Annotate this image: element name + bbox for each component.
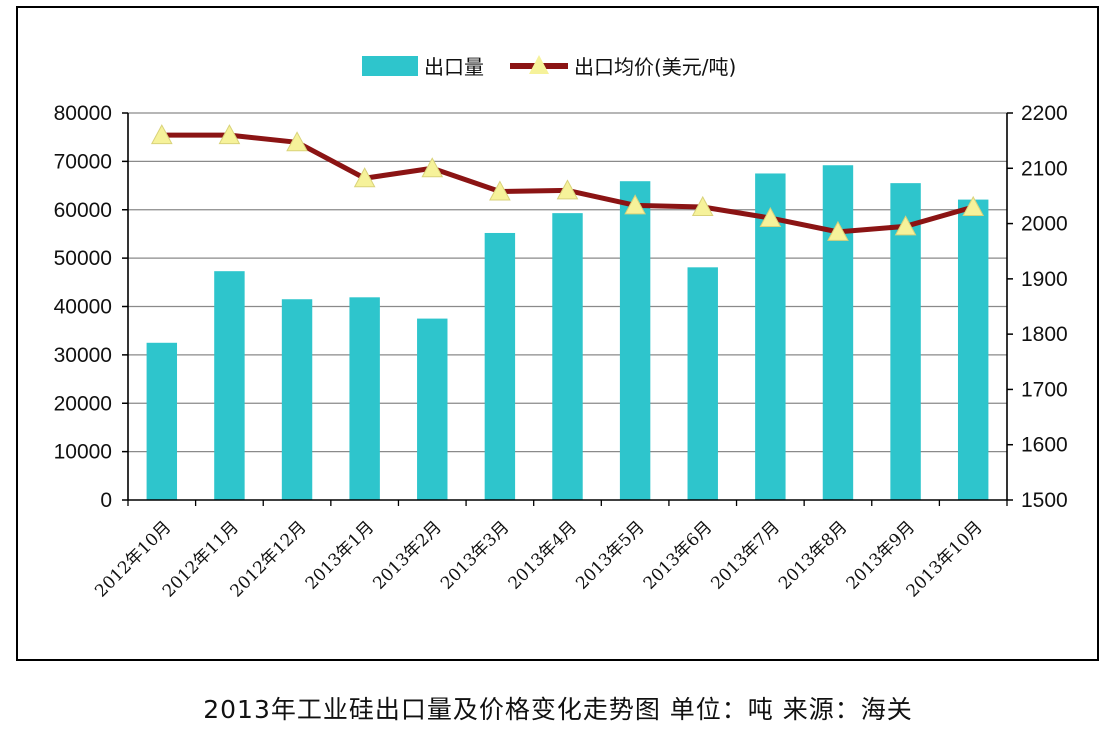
bar <box>552 213 583 501</box>
left-axis-ticks: 0 10000 20000 30000 40000 50000 60000 70000 8000… <box>54 102 112 512</box>
chart-caption: 2013年工业硅出口量及价格变化走势图 单位：吨 来源：海关 <box>203 695 913 724</box>
bar <box>349 297 380 500</box>
price-marker <box>624 194 646 215</box>
bar <box>822 165 854 500</box>
left-tick-label: 30000 <box>54 344 112 367</box>
left-tick-label: 80000 <box>54 102 112 125</box>
right-axis-ticks: 1500 1600 1700 1800 1900 2000 2100 2200 <box>1021 102 1068 512</box>
bar <box>687 267 718 500</box>
price-marker <box>218 124 241 145</box>
legend-marker-price <box>529 55 549 74</box>
right-tick-label: 1600 <box>1021 434 1068 457</box>
bar <box>146 342 178 500</box>
x-tick-label: 2013年2月 <box>369 517 445 593</box>
price-marker <box>759 206 782 228</box>
chart: 0 10000 20000 30000 40000 50000 60000 70000 8000… <box>54 55 1068 601</box>
line-series <box>150 124 985 241</box>
price-marker <box>691 195 714 216</box>
left-tick-label: 70000 <box>54 150 112 173</box>
bar <box>214 271 245 500</box>
legend-swatch-volume <box>362 56 418 76</box>
legend-label-price: 出口均价(美元/吨) <box>574 55 736 79</box>
x-tick-label: 2013年4月 <box>505 517 581 593</box>
legend: 出口量 出口均价(美元/吨) <box>362 55 736 79</box>
left-tick-label: 60000 <box>54 199 112 222</box>
price-marker <box>894 215 917 236</box>
left-tick-label: 40000 <box>54 296 112 319</box>
right-tick-label: 1700 <box>1021 378 1068 401</box>
price-marker <box>827 220 849 241</box>
price-marker <box>489 180 511 201</box>
bar <box>281 299 313 500</box>
right-tick-label: 1900 <box>1021 268 1068 291</box>
x-tick-label: 2013年1月 <box>302 517 378 593</box>
x-tick-label: 2013年3月 <box>437 517 513 593</box>
price-marker <box>421 157 444 178</box>
x-tick-label: 2013年6月 <box>640 517 716 593</box>
right-tick-label: 2200 <box>1021 102 1068 125</box>
right-tick-label: 1500 <box>1021 489 1068 512</box>
right-tick-label: 2100 <box>1021 157 1068 180</box>
price-marker <box>286 131 308 152</box>
price-marker <box>150 124 173 145</box>
x-tick-label: 2013年5月 <box>572 517 648 593</box>
price-marker <box>962 195 985 216</box>
bar <box>417 318 448 500</box>
bar <box>755 173 786 500</box>
price-marker <box>556 179 579 200</box>
bar <box>484 232 516 500</box>
x-tick-label: 2013年7月 <box>707 517 783 593</box>
bar <box>890 183 921 501</box>
x-tick-label: 2013年8月 <box>775 517 851 593</box>
right-tick-label: 1800 <box>1021 323 1068 346</box>
legend-label-volume: 出口量 <box>424 55 484 79</box>
left-tick-label: 10000 <box>54 441 112 464</box>
price-marker <box>353 167 376 188</box>
left-tick-label: 50000 <box>54 247 112 270</box>
bar <box>619 181 651 501</box>
bar <box>957 199 989 500</box>
right-tick-label: 2000 <box>1021 213 1068 236</box>
x-axis-ticks: 2012年10月2012年11月2012年12月2013年1月2013年2月20… <box>91 517 986 601</box>
axes <box>122 112 1013 506</box>
bar-series <box>146 165 989 501</box>
left-tick-label: 0 <box>100 489 112 512</box>
left-tick-label: 20000 <box>54 392 112 415</box>
